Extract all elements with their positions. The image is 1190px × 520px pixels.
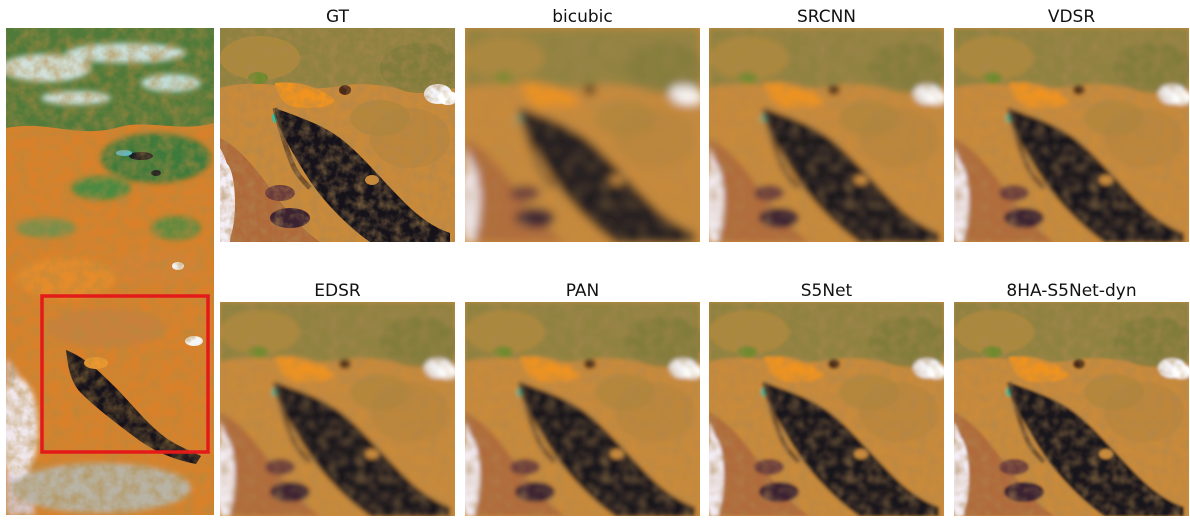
panel-image-gt <box>220 28 455 242</box>
panel-title-edsr: EDSR <box>314 281 361 301</box>
panel-title-bicubic: bicubic <box>552 7 613 27</box>
panel-image-srcnn <box>709 28 944 242</box>
panel-pan <box>465 302 700 516</box>
panel-title-srcnn: SRCNN <box>796 7 857 27</box>
highlight-box <box>40 294 210 454</box>
panel-title-pan: PAN <box>565 281 600 301</box>
panel-image-pan <box>465 302 700 516</box>
overview-image <box>6 28 214 515</box>
panel-s5net <box>709 302 944 516</box>
panel-title-vdsr: VDSR <box>1047 7 1096 27</box>
panel-image-vdsr <box>954 28 1189 242</box>
panel-title-8ha-s5net-dyn: 8HA-S5Net-dyn <box>1006 281 1137 301</box>
panel-title-s5net: S5Net <box>800 281 853 301</box>
panel-vdsr <box>954 28 1189 242</box>
panel-image-bicubic <box>465 28 700 242</box>
panel-bicubic <box>465 28 700 242</box>
panel-title-gt: GT <box>326 7 349 27</box>
panel-image-s5net <box>709 302 944 516</box>
panel-srcnn <box>709 28 944 242</box>
panel-8ha-s5net-dyn <box>954 302 1189 516</box>
overview-scene <box>6 28 214 515</box>
panel-gt <box>220 28 455 242</box>
panel-edsr <box>220 302 455 516</box>
panel-image-edsr <box>220 302 455 516</box>
panel-image-8ha-s5net-dyn <box>954 302 1189 516</box>
